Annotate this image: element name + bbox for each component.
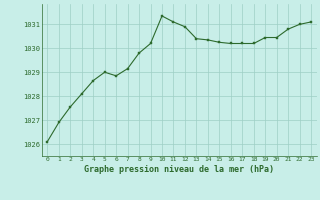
X-axis label: Graphe pression niveau de la mer (hPa): Graphe pression niveau de la mer (hPa) — [84, 165, 274, 174]
